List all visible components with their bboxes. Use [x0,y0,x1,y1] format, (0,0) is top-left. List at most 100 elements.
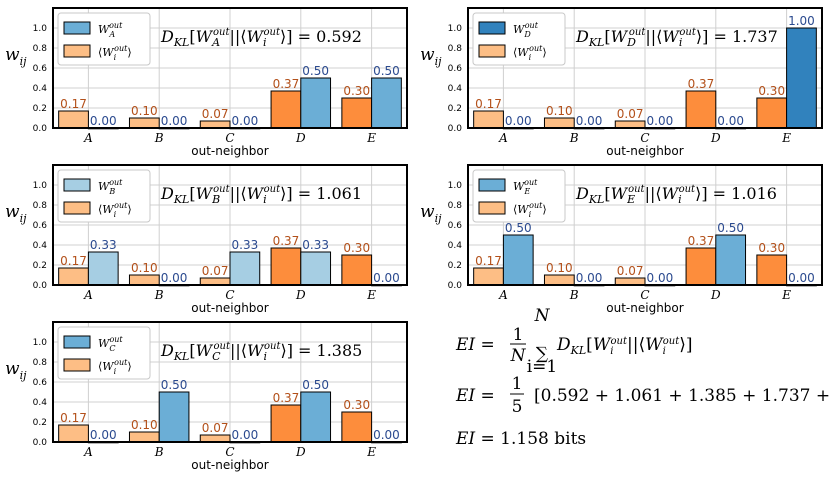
y-tick-label: 0.6 [33,221,48,231]
legend: WEout ⟨Wiout⟩ [472,169,566,223]
legend-swatch-avg [63,201,91,215]
bar-avg-B [128,274,160,286]
legend: WCout ⟨Wiout⟩ [57,326,151,380]
x-tick-label: B [154,131,164,145]
legend-swatch-node [478,178,506,192]
eq2-frac-num: 1 [512,374,523,394]
data-label-node-D: 0.00 [717,114,744,128]
x-tick-label: C [225,288,234,302]
data-label-avg-C: 0.07 [617,264,644,278]
legend-label-avg: ⟨Wiout⟩ [513,44,547,62]
panel-A: 0.00.20.40.60.81.00.170.00A0.100.00B0.07… [5,7,408,158]
bar-avg-B [128,431,160,443]
data-label-avg-A: 0.17 [475,97,502,111]
data-label-node-B: 0.00 [576,114,603,128]
y-tick-label: 0.0 [33,124,48,134]
panel-D: 0.00.20.40.60.81.00.170.00A0.100.00B0.07… [420,7,823,158]
axes-frame [467,164,823,286]
y-tick-label: 0.4 [33,241,48,251]
bar-avg-D [685,247,717,286]
y-tick-label: 0.8 [448,201,463,211]
legend-label-node: WDout [513,21,539,39]
data-label-node-C: 0.00 [647,271,674,285]
bar-avg-C [199,434,231,443]
data-label-node-E: 0.00 [373,271,400,285]
bar-avg-E [756,254,788,286]
panel-B: 0.00.20.40.60.81.00.170.33A0.100.00B0.07… [5,164,408,315]
bar-avg-E [341,254,373,286]
legend-label-avg: ⟨Wiout⟩ [98,358,132,376]
bar-avg-A [58,424,89,443]
data-label-avg-D: 0.37 [273,391,300,405]
panel-E: 0.00.20.40.60.81.00.170.50A0.100.00B0.07… [420,164,823,315]
x-tick-label: C [225,131,234,145]
bar-node-A [87,251,119,286]
x-tick-label: C [225,445,234,459]
y-axis-label: wij [420,45,442,68]
bar-avg-D [270,404,302,443]
bar-avg-E [756,97,788,129]
x-tick-label: C [640,131,649,145]
x-tick-label: D [295,445,306,459]
y-tick-label: 0.0 [448,124,463,134]
bar-node-C [229,251,261,286]
bar-avg-C [199,277,231,286]
y-tick-label: 0.6 [33,378,48,388]
kl-title: DKL[WBout||⟨Wiout⟩] = 1.061 [160,184,362,206]
bar-avg-B [543,274,575,286]
x-tick-label: D [710,288,721,302]
x-tick-label: E [366,131,376,145]
data-label-avg-D: 0.37 [688,77,715,91]
y-axis-label: wij [420,202,442,225]
data-label-node-A: 0.00 [90,428,117,442]
data-label-avg-D: 0.37 [273,234,300,248]
legend-label-node: WBout [98,178,123,196]
data-label-avg-E: 0.30 [758,241,785,255]
kl-title: DKL[WAout||⟨Wiout⟩] = 0.592 [160,27,362,49]
y-tick-label: 0.0 [33,281,48,291]
x-tick-label: D [710,131,721,145]
bar-avg-D [685,90,717,129]
data-label-avg-A: 0.17 [60,97,87,111]
legend-swatch-avg [63,358,91,372]
x-tick-label: A [498,288,508,302]
data-label-avg-E: 0.30 [343,241,370,255]
data-label-avg-A: 0.17 [60,254,87,268]
y-tick-label: 0.8 [448,44,463,54]
legend-swatch-node [63,335,91,349]
eq1-frac-num: 1 [513,325,524,345]
data-label-avg-B: 0.10 [131,418,158,432]
y-tick-label: 0.0 [448,281,463,291]
y-tick-label: 0.4 [448,241,463,251]
x-tick-label: E [366,288,376,302]
eq2-bracket: [0.592 + 1.061 + 1.385 + 1.737 + 1.016] [534,386,830,406]
legend-swatch-avg [478,201,506,215]
x-axis-label: out-neighbor [606,301,683,315]
axes-frame [467,7,823,129]
eq1-sum-top: N [534,306,551,326]
y-tick-label: 0.6 [33,64,48,74]
bar-avg-A [58,267,89,286]
data-label-avg-A: 0.17 [60,411,87,425]
data-label-node-D: 0.50 [302,64,329,78]
data-label-avg-D: 0.37 [688,234,715,248]
y-tick-label: 0.4 [448,84,463,94]
x-tick-label: A [83,288,93,302]
y-tick-label: 1.0 [448,181,463,191]
data-label-avg-B: 0.10 [131,261,158,275]
eq1-lhs: EI = [455,335,495,355]
eq2-frac-den: 5 [512,397,523,417]
axes-frame [52,164,408,286]
data-label-node-C: 0.33 [232,238,259,252]
x-tick-label: B [154,288,164,302]
eq2-lhs: EI = [455,386,495,406]
y-tick-label: 1.0 [33,181,48,191]
data-label-node-D: 0.33 [302,238,329,252]
data-label-avg-C: 0.07 [617,107,644,121]
x-tick-label: A [498,131,508,145]
y-tick-label: 0.2 [33,261,47,271]
bar-avg-B [543,117,575,129]
y-tick-label: 1.0 [33,338,48,348]
eq1-frac-den: N [510,346,527,366]
x-tick-label: E [781,131,791,145]
